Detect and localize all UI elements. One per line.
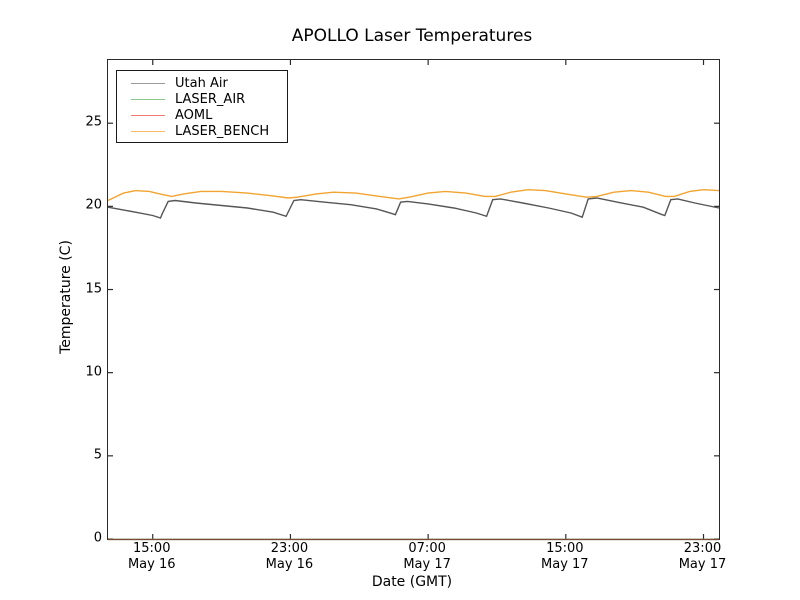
- legend-item: LASER_AIR: [117, 91, 287, 107]
- legend-label: LASER_AIR: [175, 91, 246, 107]
- legend-item: Utah Air: [117, 75, 287, 91]
- y-tick-label: 0: [93, 530, 102, 546]
- legend-line-sample: [131, 98, 165, 100]
- x-tick-label: 07:00 May 17: [403, 541, 451, 572]
- x-tick-date: May 16: [127, 556, 176, 572]
- legend: Utah Air LASER_AIR AOML LASER_BENCH: [116, 70, 288, 143]
- chart-title: APOLLO Laser Temperatures: [291, 26, 533, 46]
- x-tick-date: May 16: [265, 556, 314, 572]
- y-tick-label: 25: [85, 114, 102, 130]
- legend-line-sample: [131, 82, 165, 84]
- x-tick-time: 15:00: [546, 541, 584, 556]
- y-tick-label: 10: [85, 364, 102, 380]
- x-axis-label: Date (GMT): [371, 574, 453, 590]
- x-tick-date: May 17: [541, 556, 589, 572]
- x-tick-label: 23:00 May 17: [679, 541, 727, 572]
- legend-line-sample: [131, 114, 165, 116]
- legend-item: LASER_BENCH: [117, 123, 287, 139]
- x-tick-label: 15:00 May 16: [128, 541, 176, 572]
- series-line-utah-air: [107, 197, 720, 219]
- y-tick-label: 5: [93, 447, 102, 463]
- x-tick-time: 07:00: [408, 541, 446, 556]
- legend-line-sample: [131, 130, 165, 132]
- plot-area: Utah Air LASER_AIR AOML LASER_BENCH: [107, 59, 720, 541]
- x-tick-time: 23:00: [683, 541, 722, 556]
- legend-label: LASER_BENCH: [175, 123, 270, 139]
- x-tick-date: May 17: [403, 556, 451, 572]
- x-tick-date: May 17: [678, 556, 727, 572]
- x-tick-label: 15:00 May 17: [541, 541, 589, 572]
- y-tick-label: 15: [85, 281, 102, 297]
- x-tick-time: 15:00: [133, 541, 171, 556]
- legend-item: AOML: [117, 107, 287, 123]
- x-tick-label: 23:00 May 16: [266, 541, 314, 572]
- y-tick-label: 20: [85, 197, 102, 213]
- y-axis-label: Temperature (C): [58, 240, 74, 354]
- plot-svg: [107, 60, 720, 541]
- x-tick-time: 23:00: [270, 541, 309, 556]
- series-line-laser-bench: [107, 188, 720, 202]
- legend-label: AOML: [175, 107, 213, 123]
- legend-label: Utah Air: [175, 75, 228, 91]
